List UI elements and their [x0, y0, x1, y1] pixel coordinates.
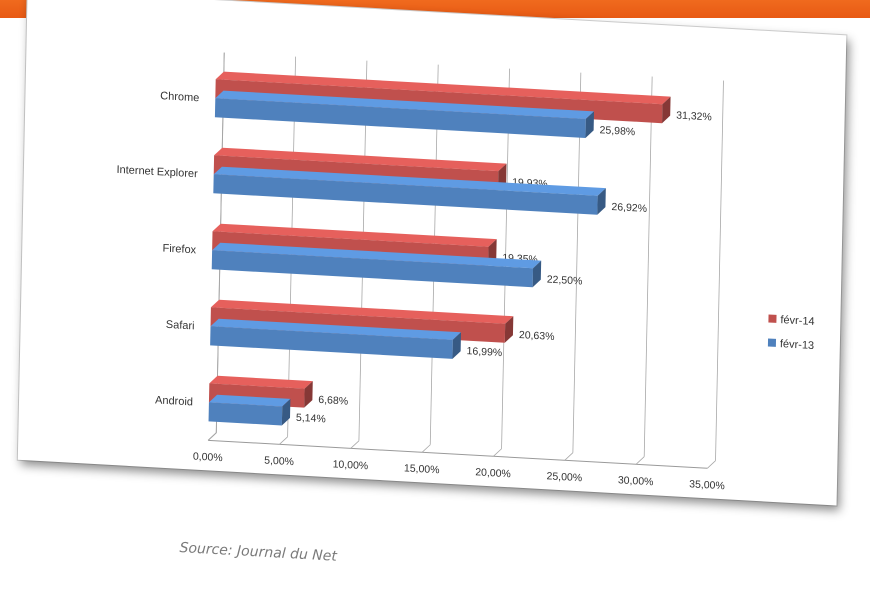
- chart-card: 0,00% 5,00% 10,00% 15,00% 20,00% 25,00% 30,00%…: [17, 0, 847, 506]
- bar-top-face: [215, 71, 671, 105]
- bar-end-face: [281, 398, 291, 426]
- category-label: Safari: [166, 319, 195, 333]
- category-label: Firefox: [162, 243, 196, 257]
- bar-top-face: [213, 166, 606, 196]
- legend-swatch: [767, 338, 777, 347]
- data-label: 16,99%: [466, 345, 502, 359]
- legend-label: févr-13: [780, 338, 814, 352]
- x-tick-label: 15,00%: [404, 462, 440, 476]
- bar: [213, 174, 598, 215]
- bar-top-face: [212, 223, 497, 247]
- gridline-floor: [493, 448, 502, 457]
- legend-swatch: [768, 314, 777, 323]
- bar-end-face: [532, 260, 542, 288]
- bar: [211, 250, 534, 288]
- bar-end-face: [585, 111, 595, 138]
- category-label: Chrome: [160, 90, 199, 104]
- bar-top-face: [212, 242, 542, 269]
- bar: [210, 326, 453, 359]
- x-tick-label: 30,00%: [618, 474, 654, 488]
- bar-end-face: [597, 188, 606, 215]
- gridline-floor: [635, 456, 645, 465]
- x-axis-line: [208, 439, 708, 469]
- bar-end-face: [452, 332, 462, 359]
- data-label: 22,50%: [547, 274, 583, 288]
- bar-end-face: [504, 316, 514, 343]
- x-tick-label: 0,00%: [193, 451, 223, 465]
- bar-end-face: [662, 96, 671, 124]
- x-tick-label: 5,00%: [264, 455, 294, 469]
- bar: [214, 98, 586, 138]
- bar-chart: 0,00% 5,00% 10,00% 15,00% 20,00% 25,00% 30,00%…: [116, 52, 815, 492]
- category-label: Internet Explorer: [116, 164, 198, 181]
- bar-top-face: [210, 299, 514, 324]
- bar-top-face: [215, 90, 595, 119]
- data-label: 6,68%: [318, 394, 348, 408]
- x-tick-label: 10,00%: [333, 458, 369, 472]
- bar-end-face: [304, 381, 313, 408]
- data-label: 25,98%: [599, 124, 635, 138]
- bar-top-face: [214, 147, 507, 172]
- category-label: Android: [155, 394, 193, 408]
- x-tick-label: 20,00%: [475, 466, 511, 480]
- gridline: [715, 80, 724, 461]
- gridline: [643, 76, 653, 457]
- gridline-floor: [421, 444, 431, 453]
- data-label: 20,63%: [519, 329, 555, 343]
- x-tick-label: 35,00%: [689, 478, 725, 492]
- gridline-floor: [207, 432, 217, 441]
- data-label: 26,92%: [611, 201, 647, 215]
- bar-top-face: [209, 375, 313, 389]
- x-tick-label: 25,00%: [546, 470, 582, 484]
- bar-top-face: [208, 394, 291, 407]
- bar-top-face: [210, 318, 462, 340]
- legend-label: févr-14: [780, 314, 814, 328]
- gridline-floor: [707, 460, 716, 469]
- gridline-floor: [564, 452, 574, 461]
- source-caption: Source: Journal du Net: [179, 540, 338, 565]
- gridline-floor: [279, 436, 288, 445]
- data-label: 31,32%: [676, 109, 712, 123]
- gridline-floor: [350, 440, 360, 449]
- bar: [208, 402, 283, 426]
- data-label: 5,14%: [296, 412, 326, 426]
